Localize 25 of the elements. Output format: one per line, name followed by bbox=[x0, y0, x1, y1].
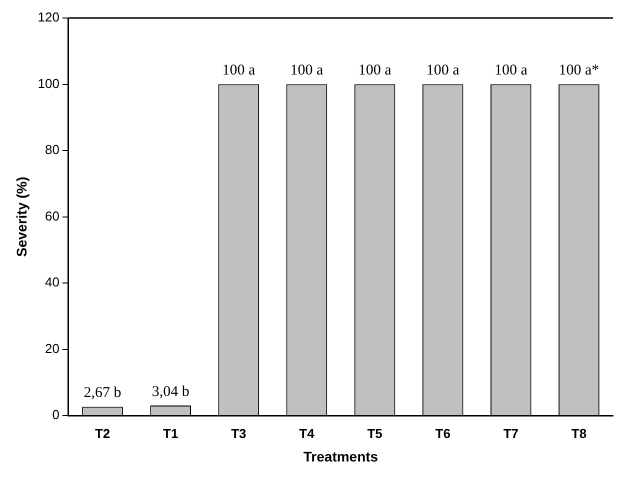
x-tick-label: T4 bbox=[299, 426, 316, 441]
data-label: 100 a bbox=[290, 62, 324, 79]
x-tick-label: T1 bbox=[163, 426, 178, 441]
x-tick-label: T7 bbox=[503, 426, 518, 441]
x-tick-label: T2 bbox=[94, 426, 110, 441]
y-tick-label: 40 bbox=[45, 274, 60, 290]
y-tick-label: 120 bbox=[38, 10, 60, 25]
data-label: 100 a bbox=[494, 62, 528, 79]
y-tick-label: 60 bbox=[45, 208, 60, 224]
y-tick-label: 20 bbox=[45, 340, 60, 356]
data-label: 100 a bbox=[358, 62, 392, 79]
data-label: 100 a bbox=[426, 62, 460, 79]
y-axis-title: Severity (%) bbox=[13, 176, 30, 257]
x-tick-label: T3 bbox=[231, 426, 246, 441]
data-label: 100 a bbox=[222, 62, 256, 79]
x-tick-label: T6 bbox=[435, 426, 450, 441]
x-tick-label: T5 bbox=[367, 426, 382, 441]
data-label: 100 a* bbox=[558, 62, 600, 79]
data-label: 3,04 b bbox=[152, 384, 190, 400]
x-axis-title: Treatments bbox=[303, 448, 378, 464]
x-tick-label: T8 bbox=[571, 426, 587, 441]
y-tick-label: 0 bbox=[52, 407, 60, 422]
data-label: 2,67 b bbox=[84, 385, 122, 402]
y-tick-label: 100 bbox=[38, 76, 60, 91]
y-tick-label: 80 bbox=[45, 142, 60, 158]
